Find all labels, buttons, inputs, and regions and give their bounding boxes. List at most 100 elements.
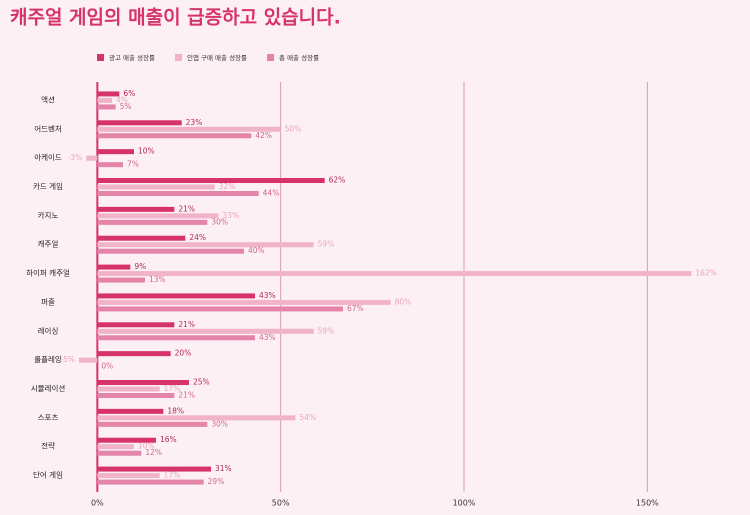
- bar: [97, 242, 314, 248]
- value-label: 44%: [263, 189, 280, 198]
- y-tick-label: 캐주얼: [38, 240, 59, 249]
- y-tick-label: 레이싱: [38, 325, 59, 335]
- bar: [97, 380, 189, 385]
- y-tick-label: 어드벤처: [34, 123, 62, 133]
- bar: [97, 248, 244, 254]
- bar: [97, 450, 142, 456]
- value-label: 4%: [116, 95, 128, 104]
- value-label: 12%: [145, 448, 162, 457]
- value-label: 62%: [329, 176, 346, 185]
- bar: [97, 322, 175, 328]
- value-label: 80%: [395, 297, 412, 306]
- value-label: 25%: [193, 378, 210, 387]
- x-tick-label: 150%: [636, 499, 659, 508]
- value-label: 5%: [120, 102, 132, 111]
- bar: [97, 437, 156, 443]
- bar: [97, 473, 160, 479]
- bar: [97, 206, 175, 212]
- legend-swatch: [175, 54, 182, 61]
- y-tick-label: 액션: [41, 94, 55, 104]
- value-label: 59%: [318, 240, 335, 249]
- value-label: 50%: [285, 124, 302, 133]
- value-label: 7%: [127, 160, 139, 169]
- bar: [97, 191, 259, 196]
- bar: [97, 213, 219, 219]
- value-label: 18%: [167, 406, 184, 415]
- value-label: 54%: [299, 413, 316, 422]
- value-label: 23%: [186, 118, 203, 127]
- bar: [97, 328, 314, 334]
- bar: [97, 466, 211, 472]
- bar: [97, 393, 175, 398]
- y-tick-label: 단어 게임: [33, 470, 63, 480]
- bar: [97, 264, 131, 270]
- bar: [97, 162, 123, 168]
- value-label: 30%: [211, 217, 228, 226]
- bar: [97, 335, 255, 341]
- bar: [97, 126, 281, 132]
- value-label: 21%: [178, 320, 195, 329]
- bar: [97, 306, 343, 312]
- legend-swatch: [97, 54, 104, 61]
- bar: [97, 235, 186, 241]
- y-tick-label: 아케이드: [34, 152, 62, 162]
- legend-label: 광고 매출 성장률: [109, 53, 155, 62]
- value-label: 10%: [138, 147, 155, 156]
- value-label: 32%: [219, 182, 236, 191]
- y-tick-label: 하이퍼 캐주얼: [26, 268, 70, 278]
- y-tick-label: 카지노: [38, 211, 59, 220]
- value-label: 21%: [178, 204, 195, 213]
- y-tick-label: 시뮬레이션: [31, 383, 66, 393]
- bar: [97, 184, 215, 190]
- bar: [97, 104, 116, 110]
- value-label: 24%: [189, 233, 206, 242]
- value-label: 6%: [123, 89, 135, 98]
- y-tick-label: 퍼즐: [41, 297, 55, 306]
- value-label: 10%: [138, 442, 155, 451]
- x-tick-label: 0%: [91, 499, 104, 508]
- y-tick-label: 롤플레잉: [34, 354, 62, 364]
- chart-title: 캐주얼 게임의 매출이 급증하고 있습니다.: [10, 7, 341, 29]
- bar: [97, 408, 164, 414]
- value-label: 31%: [215, 464, 232, 473]
- legend-label: 인앱 구매 매출 성장률: [187, 53, 247, 62]
- value-label: 17%: [164, 384, 181, 393]
- value-label: 20%: [175, 349, 192, 358]
- bar: [97, 120, 182, 126]
- bar: [86, 155, 98, 161]
- bar: [97, 415, 296, 421]
- bar: [97, 351, 171, 357]
- value-label: 42%: [255, 131, 272, 140]
- bar: [97, 91, 120, 97]
- legend-label: 총 매출 성장률: [279, 53, 319, 62]
- bar: [97, 386, 160, 392]
- bar: [97, 421, 208, 427]
- bar: [97, 97, 112, 103]
- value-label: 9%: [134, 262, 146, 271]
- value-label: 59%: [318, 326, 335, 335]
- bar: [97, 219, 208, 225]
- value-label: 43%: [259, 333, 276, 342]
- bar: [97, 149, 134, 155]
- value-label: 13%: [149, 275, 166, 284]
- bar: [97, 178, 325, 183]
- bar: [97, 479, 204, 485]
- bar: [97, 299, 391, 305]
- value-label: 162%: [695, 269, 716, 278]
- y-tick-label: 전략: [41, 441, 55, 451]
- value-label: -3%: [68, 153, 83, 162]
- value-label: 30%: [211, 419, 228, 428]
- x-tick-label: 50%: [272, 499, 290, 508]
- bar: [97, 277, 145, 283]
- y-tick-label: 스포츠: [38, 413, 59, 422]
- value-label: 29%: [208, 477, 225, 486]
- bar: [97, 271, 692, 277]
- value-label: 40%: [248, 246, 265, 255]
- value-label: 16%: [160, 435, 177, 444]
- value-label: 43%: [259, 291, 276, 300]
- value-label: 33%: [222, 211, 239, 220]
- value-label: 0%: [101, 362, 113, 371]
- x-tick-label: 100%: [453, 499, 476, 508]
- legend-swatch: [267, 54, 275, 61]
